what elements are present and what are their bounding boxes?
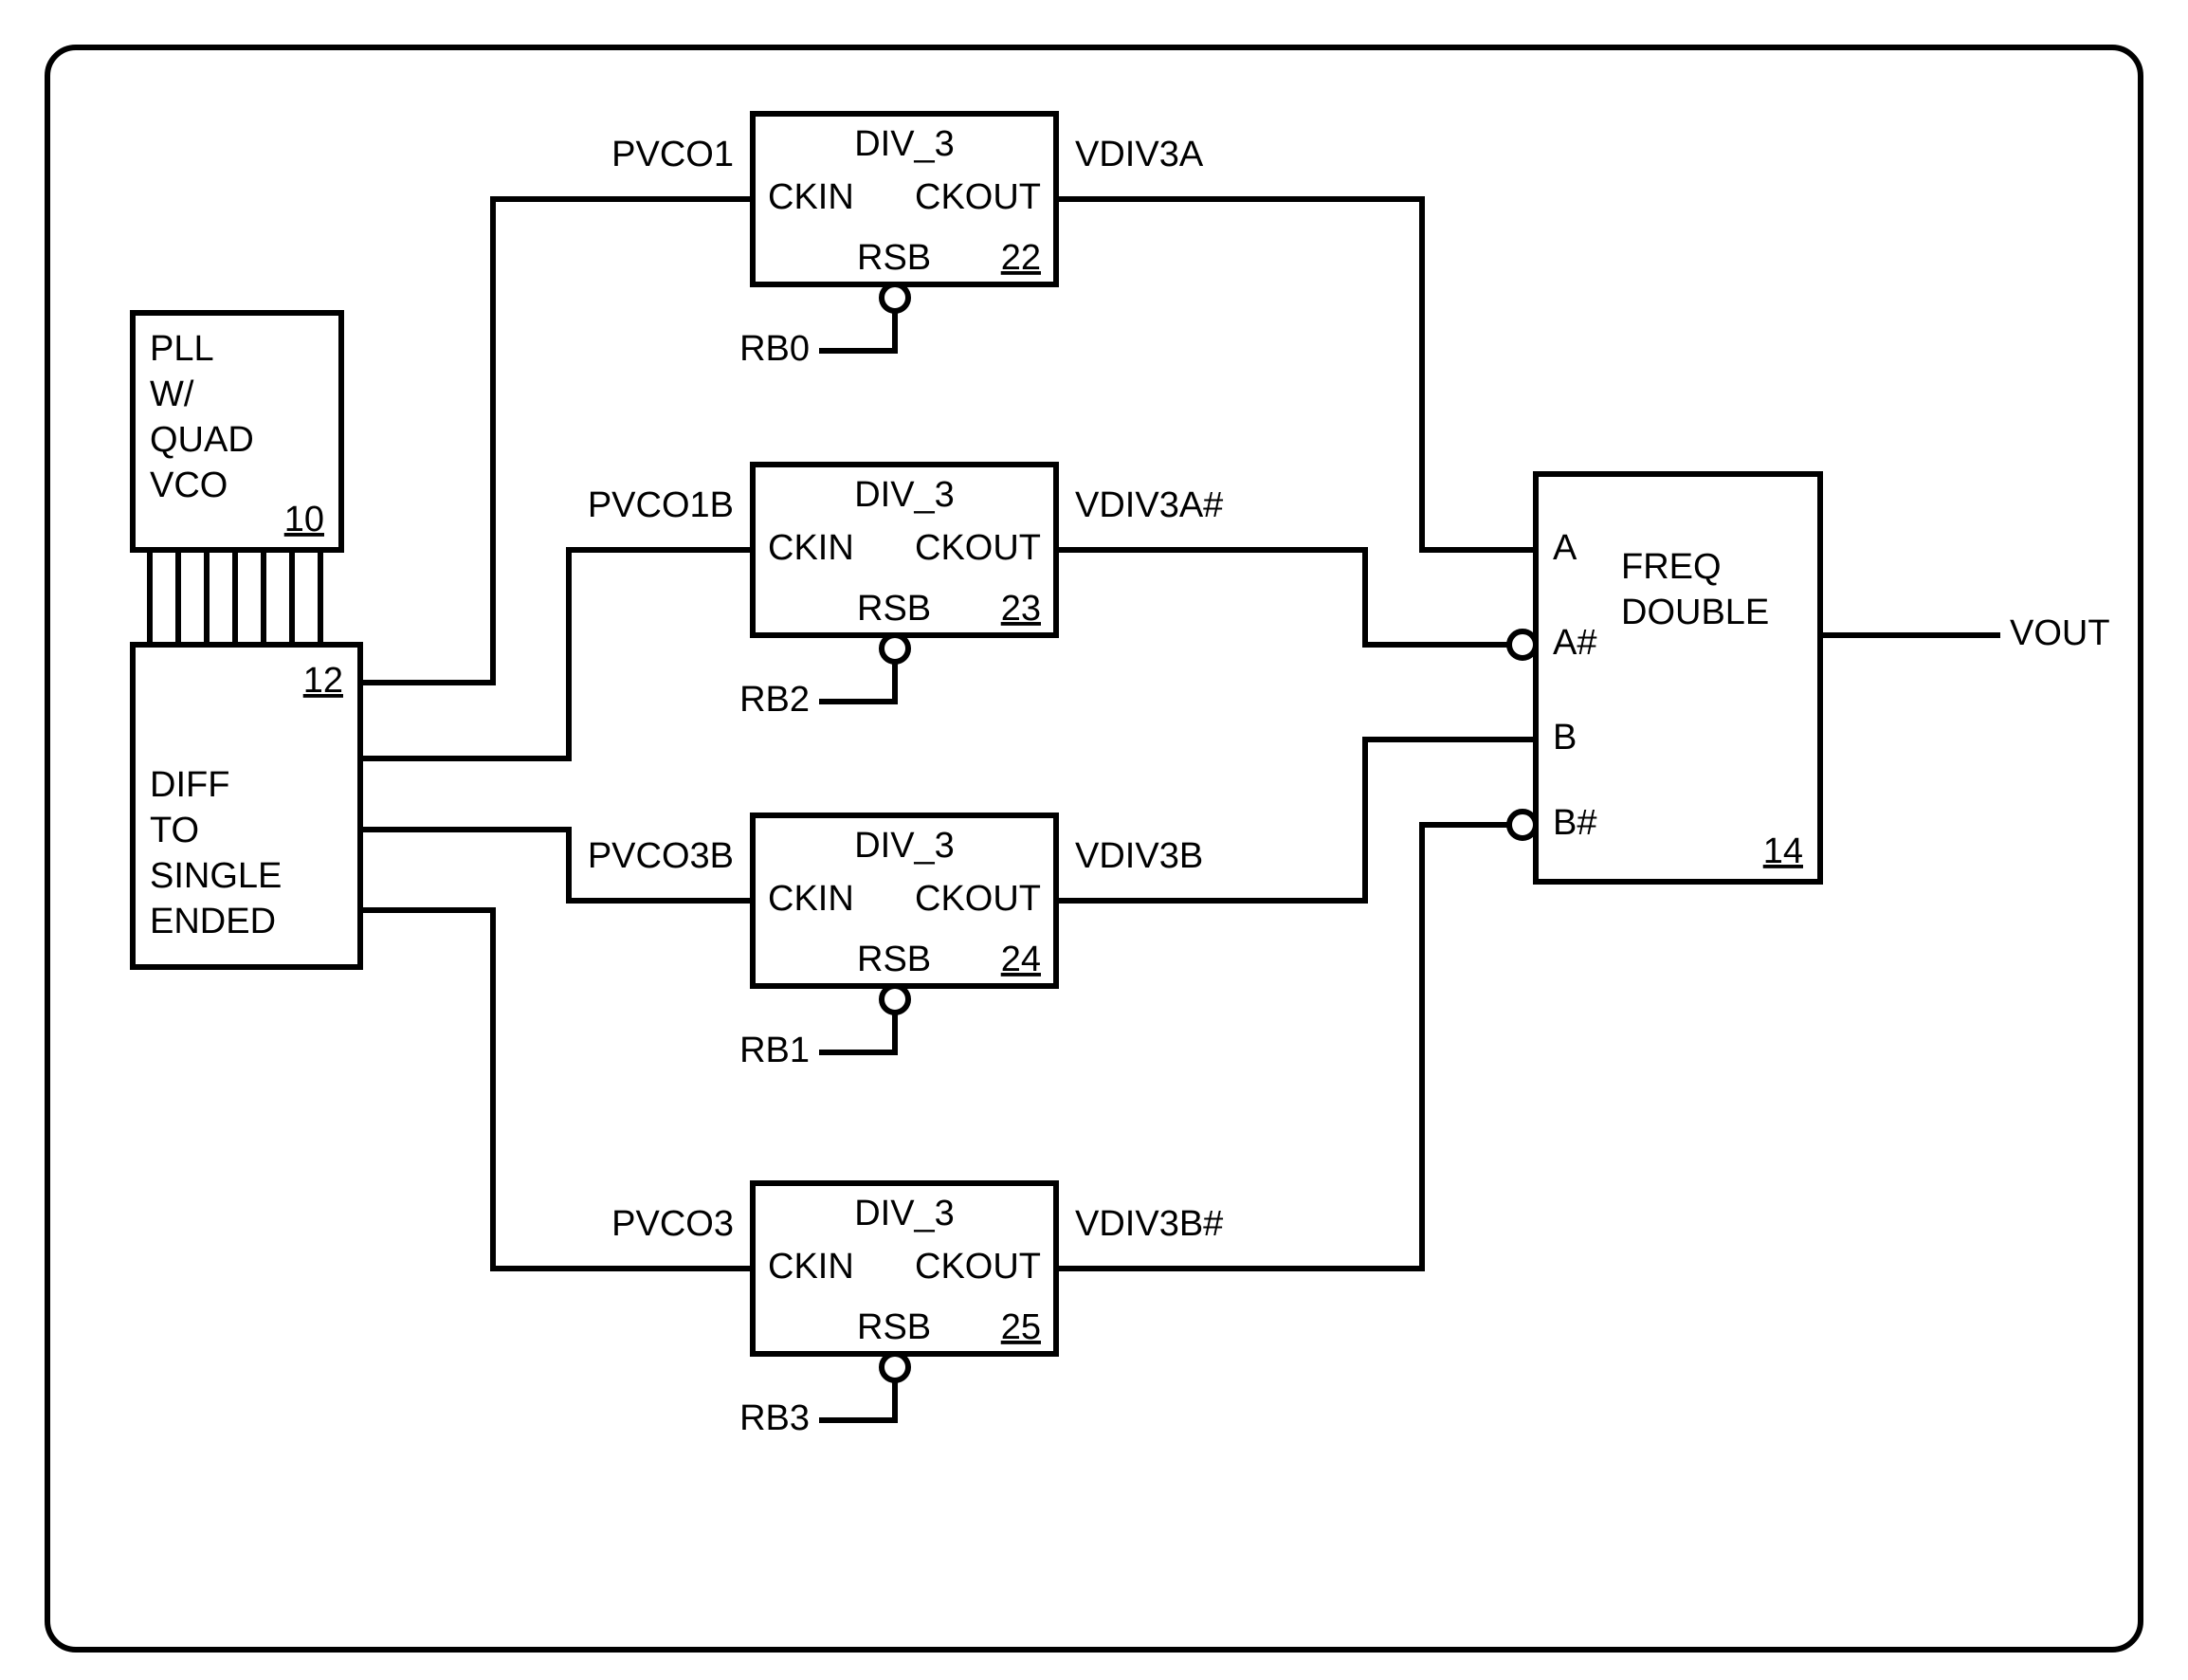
- freq-port: B: [1553, 718, 1577, 758]
- div3-port-rsb: RSB: [857, 1307, 931, 1347]
- freq-port: A: [1553, 528, 1577, 568]
- pll-label: PLL: [150, 329, 214, 369]
- rb-label: RB2: [739, 680, 810, 720]
- div3-in-label: PVCO1: [611, 135, 734, 174]
- freq-title: FREQ: [1621, 547, 1722, 587]
- diff-label: DIFF: [150, 765, 229, 805]
- inversion-bubble: [882, 284, 908, 311]
- pll-label: QUAD: [150, 420, 254, 460]
- div3-in-label: PVCO3B: [588, 836, 734, 876]
- div3-out-label: VDIV3B#: [1075, 1204, 1223, 1244]
- inversion-bubble: [882, 986, 908, 1013]
- diff-ref: 12: [303, 661, 343, 701]
- div3-port-ckin: CKIN: [768, 1247, 854, 1287]
- inversion-bubble: [882, 1354, 908, 1380]
- div3-out-label: VDIV3A#: [1075, 485, 1223, 525]
- div3-port-ckout: CKOUT: [915, 879, 1041, 919]
- div3-out-label: VDIV3B: [1075, 836, 1203, 876]
- freq-ref: 14: [1763, 831, 1803, 871]
- div3-port-rsb: RSB: [857, 238, 931, 278]
- inversion-bubble: [1509, 631, 1536, 658]
- pll-label: W/: [150, 374, 194, 414]
- freq-port: A#: [1553, 623, 1596, 663]
- div3-port-ckin: CKIN: [768, 177, 854, 217]
- div3-out-label: VDIV3A: [1075, 135, 1204, 174]
- pll-label: VCO: [150, 466, 228, 505]
- div3-ref: 23: [1001, 589, 1041, 629]
- freq-port: B#: [1553, 803, 1596, 843]
- div3-title: DIV_3: [854, 826, 955, 866]
- rb-label: RB3: [739, 1398, 810, 1438]
- pll-ref: 10: [284, 500, 324, 539]
- div3-ref: 25: [1001, 1307, 1041, 1347]
- div3-port-ckout: CKOUT: [915, 528, 1041, 568]
- div3-port-ckout: CKOUT: [915, 1247, 1041, 1287]
- div3-ref: 24: [1001, 940, 1041, 979]
- inversion-bubble: [1509, 812, 1536, 838]
- div3-port-rsb: RSB: [857, 940, 931, 979]
- div3-title: DIV_3: [854, 1194, 955, 1233]
- div3-title: DIV_3: [854, 124, 955, 164]
- div3-port-ckin: CKIN: [768, 528, 854, 568]
- diff-label: SINGLE: [150, 856, 282, 896]
- div3-port-ckin: CKIN: [768, 879, 854, 919]
- div3-ref: 22: [1001, 238, 1041, 278]
- vout-label: VOUT: [2010, 613, 2110, 653]
- div3-title: DIV_3: [854, 475, 955, 515]
- rb-label: RB1: [739, 1031, 810, 1070]
- div3-port-rsb: RSB: [857, 589, 931, 629]
- diff-label: TO: [150, 811, 199, 850]
- div3-in-label: PVCO3: [611, 1204, 734, 1244]
- freq-title: DOUBLE: [1621, 593, 1769, 632]
- diff-label: ENDED: [150, 902, 276, 941]
- div3-in-label: PVCO1B: [588, 485, 734, 525]
- inversion-bubble: [882, 635, 908, 662]
- div3-port-ckout: CKOUT: [915, 177, 1041, 217]
- rb-label: RB0: [739, 329, 810, 369]
